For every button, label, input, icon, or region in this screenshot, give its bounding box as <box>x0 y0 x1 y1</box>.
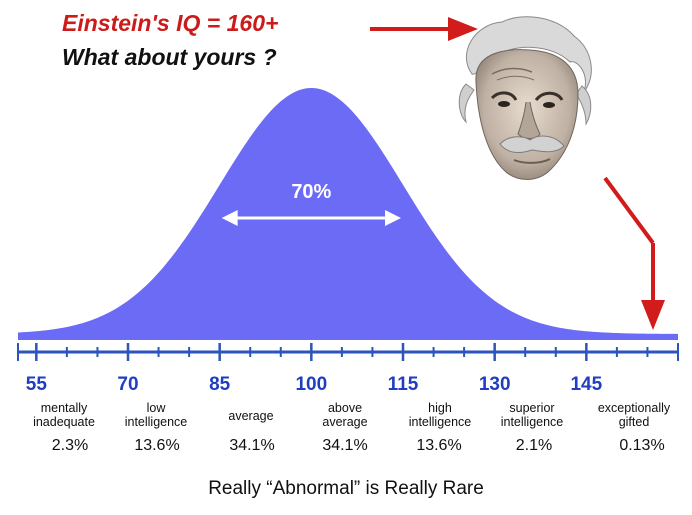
category-percent-superior-intelligence: 2.1% <box>515 437 553 454</box>
portrait-arrow-diagonal <box>603 176 655 245</box>
einstein-portrait-image <box>458 16 592 180</box>
x-axis-tick-label: 115 <box>388 374 419 395</box>
iq-distribution-chart: 55 70 85 100 115 130 145 70% <box>17 17 679 395</box>
headline-question: What about yours ? <box>62 44 277 70</box>
x-axis-tick-label: 85 <box>209 374 231 395</box>
category-percent-mentally-inadequate: 2.3% <box>51 437 89 454</box>
category-label-low-intelligence: low intelligence <box>124 401 188 429</box>
x-axis-tick-label: 55 <box>26 374 48 395</box>
x-axis-tick-label: 145 <box>570 374 602 395</box>
category-label-mentally-inadequate: mentally inadequate <box>33 401 95 429</box>
category-percent-above-average: 34.1% <box>322 437 368 454</box>
x-axis: 55 70 85 100 115 130 145 <box>17 343 679 395</box>
category-label-above-average: above average <box>322 401 368 429</box>
category-percent-high-intelligence: 13.6% <box>416 437 462 454</box>
category-label-exceptionally-gifted: exceptionally gifted <box>597 401 671 429</box>
portrait-arrow-head <box>641 300 665 330</box>
bell-curve-area <box>18 88 678 340</box>
seventy-percent-label: 70% <box>291 181 331 203</box>
title-arrow-head <box>448 17 478 41</box>
x-axis-tick-label: 70 <box>117 374 138 395</box>
category-label-superior-intelligence: superior intelligence <box>500 401 564 429</box>
seventy-percent-arrow: 70% <box>221 181 401 226</box>
category-percent-exceptionally-gifted: 0.13% <box>619 437 665 454</box>
category-label-average: average <box>228 409 274 423</box>
headline-einstein-iq: Einstein's IQ = 160+ <box>62 10 279 36</box>
category-percent-low-intelligence: 13.6% <box>134 437 180 454</box>
chart-caption: Really “Abnormal” is Really Rare <box>208 478 484 499</box>
x-axis-tick-label: 100 <box>295 374 327 395</box>
category-label-high-intelligence: high intelligence <box>408 401 472 429</box>
pointer-arrows <box>370 17 665 330</box>
x-axis-tick-label: 130 <box>479 374 511 395</box>
category-percent-average: 34.1% <box>229 437 275 454</box>
